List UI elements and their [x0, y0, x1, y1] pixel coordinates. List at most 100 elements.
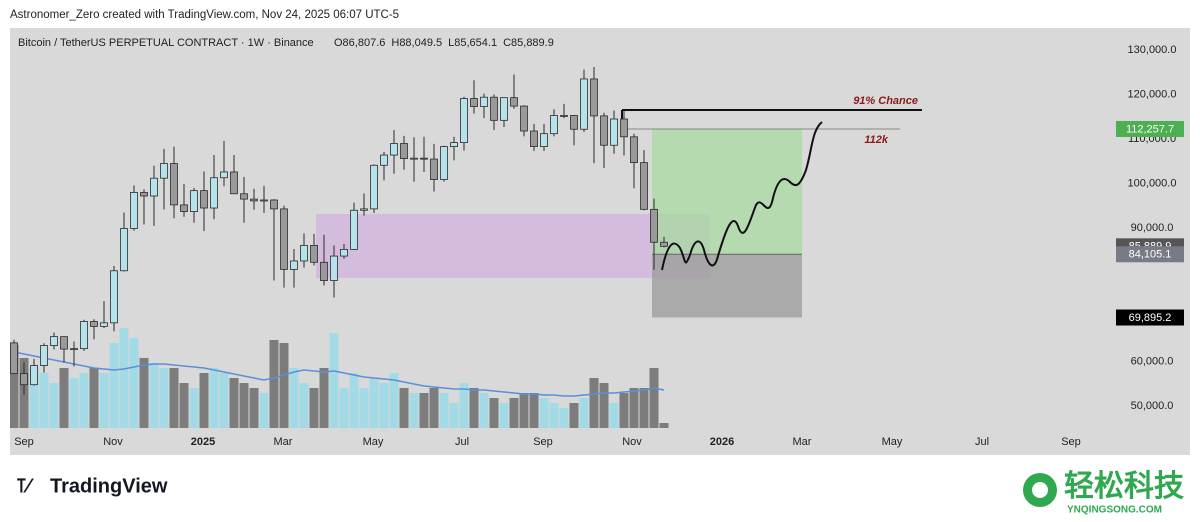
volume-bar — [589, 378, 599, 428]
target-zone — [652, 128, 802, 255]
volume-bar — [199, 373, 209, 428]
candle-body — [30, 365, 38, 386]
y-tick-label: 120,000.0 — [1128, 88, 1177, 100]
candle-body — [290, 260, 298, 270]
candle-body — [420, 157, 428, 160]
volume-bar — [49, 383, 59, 428]
volume-bar — [259, 393, 269, 428]
x-tick-label: Jul — [975, 436, 989, 448]
candle-body — [460, 98, 468, 143]
price-tag — [1116, 246, 1184, 263]
volume-bar — [559, 408, 569, 428]
candle-body — [280, 208, 288, 270]
candle-body — [40, 345, 48, 366]
projection-sketch — [661, 121, 823, 271]
candle-body — [150, 177, 158, 197]
candle-body — [320, 261, 328, 281]
x-tick-label: Jul — [455, 436, 469, 448]
volume-bar — [39, 373, 49, 428]
candle-body — [520, 105, 528, 132]
candle-body — [660, 241, 668, 247]
candle-body — [600, 115, 608, 146]
volume-bar — [459, 383, 469, 428]
x-tick-label: 2025 — [191, 436, 215, 448]
brand: TradingView — [50, 475, 168, 497]
plot — [10, 66, 922, 428]
credit: Astronomer_Zero created with TradingView… — [10, 9, 399, 21]
volume-bar — [189, 388, 199, 428]
candle-body — [510, 97, 518, 107]
volume-bar — [29, 368, 39, 428]
volume-bar — [479, 393, 489, 428]
candle-body — [490, 96, 498, 121]
volume-bar — [159, 368, 169, 428]
volume-bar — [10, 345, 19, 428]
candle-body — [20, 373, 28, 386]
stop-zone — [652, 254, 802, 318]
candle-body — [430, 158, 438, 180]
volume-bar — [119, 328, 129, 428]
volume-bar — [69, 378, 79, 428]
price-tag — [1116, 120, 1184, 137]
candle-body — [400, 143, 408, 160]
volume-bar — [329, 333, 339, 428]
volume-bar — [59, 368, 69, 428]
candle-body — [100, 322, 108, 327]
price-tag-label: 69,895.2 — [1129, 312, 1172, 324]
volume-bar — [99, 373, 109, 428]
candle-body — [300, 244, 308, 262]
x-tick-label: Sep — [14, 436, 34, 448]
volume-bar — [519, 393, 529, 428]
volume-bar — [229, 378, 239, 428]
volume-bar — [209, 368, 219, 428]
volume-bar — [79, 373, 89, 428]
volume-bar — [619, 393, 629, 428]
volume-bar — [299, 383, 309, 428]
candle-body — [310, 244, 318, 263]
watermark-logo-inner — [1032, 482, 1048, 498]
volume-bar — [279, 343, 289, 428]
candle-body — [580, 78, 588, 130]
candle-body — [220, 171, 228, 179]
volume-bar — [139, 358, 149, 428]
candle-body — [160, 163, 168, 179]
volume-bar — [529, 393, 539, 428]
volume-bar — [539, 398, 549, 428]
x-tick-label: Nov — [622, 436, 642, 448]
watermark: 轻松科技 — [1064, 470, 1184, 503]
volume-bar — [219, 373, 229, 428]
candle-body — [370, 164, 378, 210]
volume-bar — [379, 383, 389, 428]
volume-bar — [169, 368, 179, 428]
x-tick-label: Mar — [793, 436, 812, 448]
volume-bar — [239, 383, 249, 428]
candle-body — [60, 336, 68, 350]
candle-body — [480, 96, 488, 107]
x-tick-label: Mar — [274, 436, 293, 448]
volume-bar — [549, 403, 559, 428]
candle-body — [230, 171, 238, 195]
volume-bar — [389, 373, 399, 428]
y-tick-label: 130,000.0 — [1128, 44, 1177, 56]
volume-bar — [149, 363, 159, 428]
annotation: 91% Chance — [853, 95, 918, 107]
candle-body — [620, 118, 628, 138]
volume-bar — [339, 388, 349, 428]
volume-bar — [89, 368, 99, 428]
volume-bar — [309, 388, 319, 428]
volume-bar — [269, 340, 279, 428]
candle-body — [360, 208, 368, 211]
volume-bar — [399, 388, 409, 428]
x-tick-label: Sep — [533, 436, 553, 448]
y-tick-label: 50,000.0 — [1131, 400, 1174, 412]
candle-body — [80, 321, 88, 350]
brand-logo: ⊺⁄ — [16, 475, 35, 497]
ohlc-value: O86,807.6 — [334, 37, 385, 49]
volume-bar — [289, 368, 299, 428]
candle-body — [500, 97, 508, 121]
ohlc-value: C85,889.9 — [503, 37, 554, 49]
candle-body — [530, 130, 538, 147]
candle-body — [120, 228, 128, 272]
volume-bar — [249, 388, 259, 428]
volume-bar — [409, 393, 419, 428]
